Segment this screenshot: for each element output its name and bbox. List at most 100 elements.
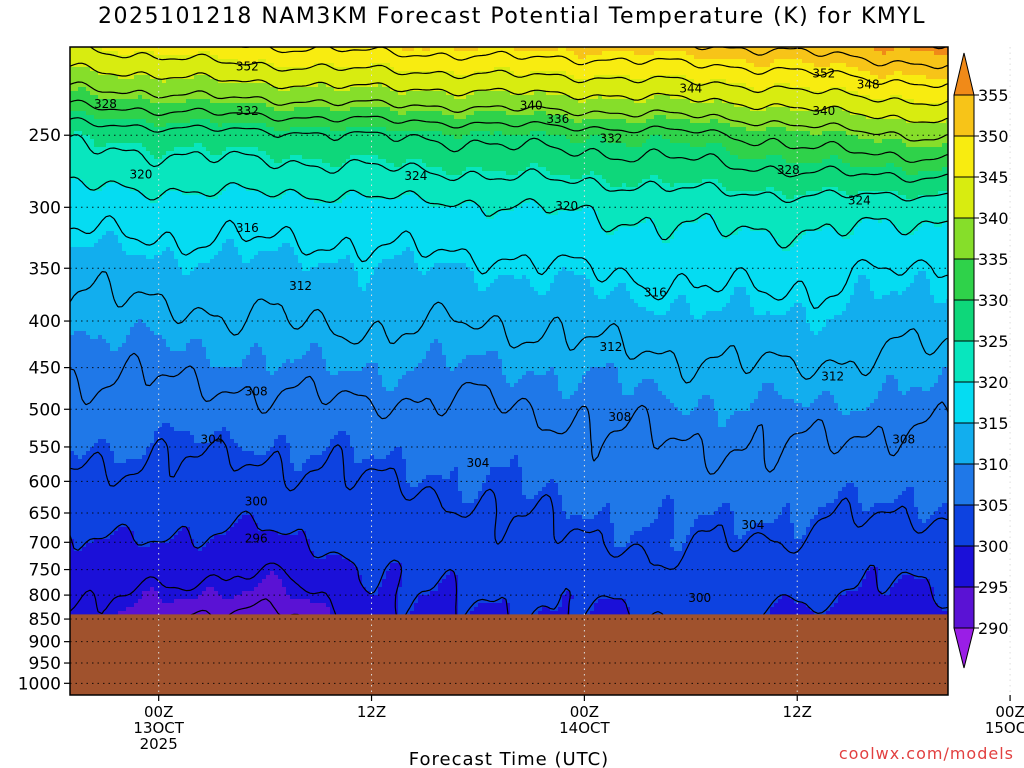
field-cell: [914, 499, 948, 504]
field-cell: [930, 387, 948, 392]
field-cell: [234, 239, 663, 244]
field-cell: [346, 255, 351, 260]
field-cell: [710, 119, 719, 124]
field-cell: [666, 311, 691, 316]
contour-line-320: [70, 176, 948, 249]
field-cell: [270, 571, 275, 576]
field-cell: [634, 51, 655, 56]
field-cell: [190, 271, 359, 276]
filled-contour-field: [70, 47, 948, 695]
field-cell: [310, 539, 615, 544]
field-cell: [286, 435, 335, 440]
field-cell: [902, 71, 948, 76]
field-cell: [786, 195, 795, 200]
field-cell: [302, 355, 323, 360]
field-cell: [146, 323, 811, 328]
field-cell: [898, 383, 935, 388]
field-cell: [710, 79, 727, 84]
field-cell: [270, 371, 275, 376]
field-cell: [170, 347, 187, 352]
field-cell: [158, 427, 175, 432]
field-cell: [634, 531, 675, 536]
y-axis: 2503003504004505005506006507007508008509…: [18, 126, 70, 694]
field-cell: [790, 519, 811, 524]
field-cell: [550, 367, 555, 372]
field-cell: [802, 235, 843, 240]
field-cell: [422, 359, 447, 364]
field-cell: [906, 143, 943, 148]
y-tick-label: 300: [29, 198, 61, 218]
field-cell: [882, 383, 899, 388]
field-cell: [778, 391, 823, 396]
field-cell: [402, 451, 948, 456]
field-cell: [442, 167, 467, 172]
colorbar-swatch: [953, 299, 975, 342]
field-cell: [854, 231, 903, 236]
field-cell: [470, 611, 511, 616]
field-cell: [386, 387, 395, 392]
field-cell: [770, 607, 811, 612]
field-cell: [718, 507, 731, 512]
contour-label: 308: [608, 410, 631, 424]
field-cell: [458, 607, 475, 612]
field-cell: [162, 195, 207, 200]
field-cell: [734, 103, 948, 108]
field-cell: [946, 299, 948, 304]
field-cell: [730, 299, 751, 304]
field-cell: [570, 395, 667, 400]
field-cell: [202, 343, 255, 348]
field-cell: [294, 251, 403, 256]
field-cell: [286, 191, 299, 196]
field-cell: [310, 455, 355, 460]
field-cell: [418, 263, 435, 268]
field-cell: [750, 299, 851, 304]
field-cell: [582, 207, 595, 212]
field-cell: [774, 383, 883, 388]
field-cell: [706, 215, 715, 220]
field-cell: [618, 367, 943, 372]
field-cell: [242, 591, 287, 596]
x-tick-label: 00Z: [144, 703, 173, 721]
field-cell: [302, 267, 311, 272]
field-cell: [570, 607, 595, 612]
field-cell: [658, 507, 675, 512]
field-cell: [122, 243, 223, 248]
field-cell: [510, 67, 859, 72]
field-cell: [118, 51, 135, 56]
field-cell: [622, 387, 635, 392]
field-cell: [402, 563, 948, 568]
field-cell: [894, 47, 911, 52]
field-cell: [562, 267, 567, 272]
field-cell: [634, 391, 663, 396]
field-cell: [266, 59, 747, 64]
field-cell: [638, 223, 655, 228]
field-cell: [666, 115, 867, 120]
colorbar-swatch: [953, 176, 975, 219]
field-cell: [410, 483, 419, 488]
field-cell: [550, 287, 595, 292]
field-cell: [274, 571, 359, 576]
field-cell: [366, 587, 379, 592]
field-cell: [694, 407, 715, 412]
field-cell: [794, 527, 807, 532]
field-cell: [614, 363, 948, 368]
field-cell: [766, 107, 791, 112]
field-cell: [590, 611, 631, 616]
field-cell: [866, 275, 915, 280]
field-cell: [70, 587, 151, 592]
field-cell: [658, 383, 763, 388]
colorbar-label: 325: [978, 332, 1009, 351]
field-cell: [938, 379, 948, 384]
field-cell: [290, 443, 331, 448]
field-cell: [242, 255, 255, 260]
field-cell: [154, 123, 167, 128]
field-cell: [662, 391, 759, 396]
field-cell: [390, 87, 755, 92]
field-cell: [918, 515, 931, 520]
field-cell: [614, 543, 627, 548]
field-cell: [906, 487, 915, 492]
field-cell: [198, 263, 303, 268]
contour-label: 348: [857, 78, 880, 92]
contour-label: 340: [812, 104, 835, 118]
field-cell: [666, 495, 671, 500]
